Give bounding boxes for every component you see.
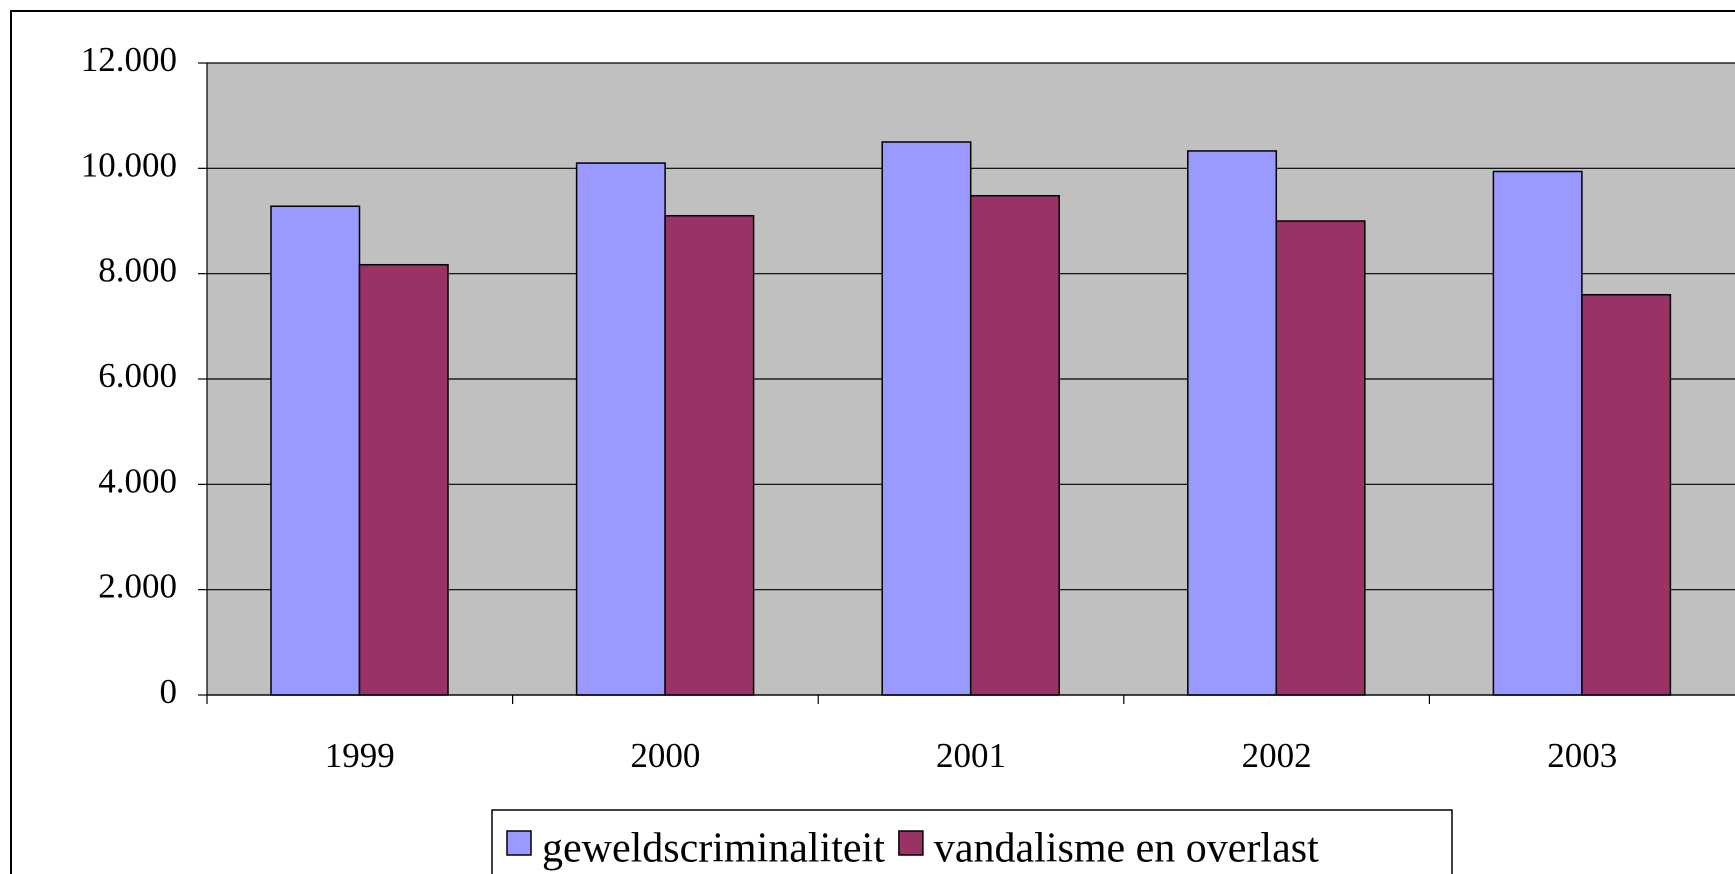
x-tick-label: 2003 xyxy=(1547,736,1617,775)
bar xyxy=(664,214,755,696)
x-tick-label: 2000 xyxy=(630,736,700,775)
x-tick-label: 2002 xyxy=(1242,736,1312,775)
bar xyxy=(575,162,666,696)
y-tick-label: 2.000 xyxy=(98,567,177,606)
bar xyxy=(1492,170,1583,696)
y-tick-label: 8.000 xyxy=(98,251,177,290)
bar xyxy=(969,194,1060,696)
legend-swatch xyxy=(898,830,924,856)
bar xyxy=(270,205,361,696)
bar xyxy=(1275,220,1366,696)
legend-box xyxy=(491,809,1453,874)
x-tick-label: 2001 xyxy=(936,736,1006,775)
bar xyxy=(358,263,449,696)
y-tick-label: 0 xyxy=(160,672,178,711)
bar xyxy=(1187,150,1278,696)
y-tick-label: 4.000 xyxy=(98,461,177,500)
y-tick-label: 10.000 xyxy=(81,145,177,184)
y-tick-label: 12.000 xyxy=(81,40,177,79)
legend-label: geweldscriminaliteit xyxy=(542,826,885,872)
legend-label: vandalisme en overlast xyxy=(934,826,1319,872)
y-tick-label: 6.000 xyxy=(98,356,177,395)
bar xyxy=(881,141,972,696)
chart-border xyxy=(10,10,1735,874)
legend-swatch xyxy=(506,830,532,856)
x-tick-label: 1999 xyxy=(325,736,395,775)
bar xyxy=(1581,293,1672,696)
